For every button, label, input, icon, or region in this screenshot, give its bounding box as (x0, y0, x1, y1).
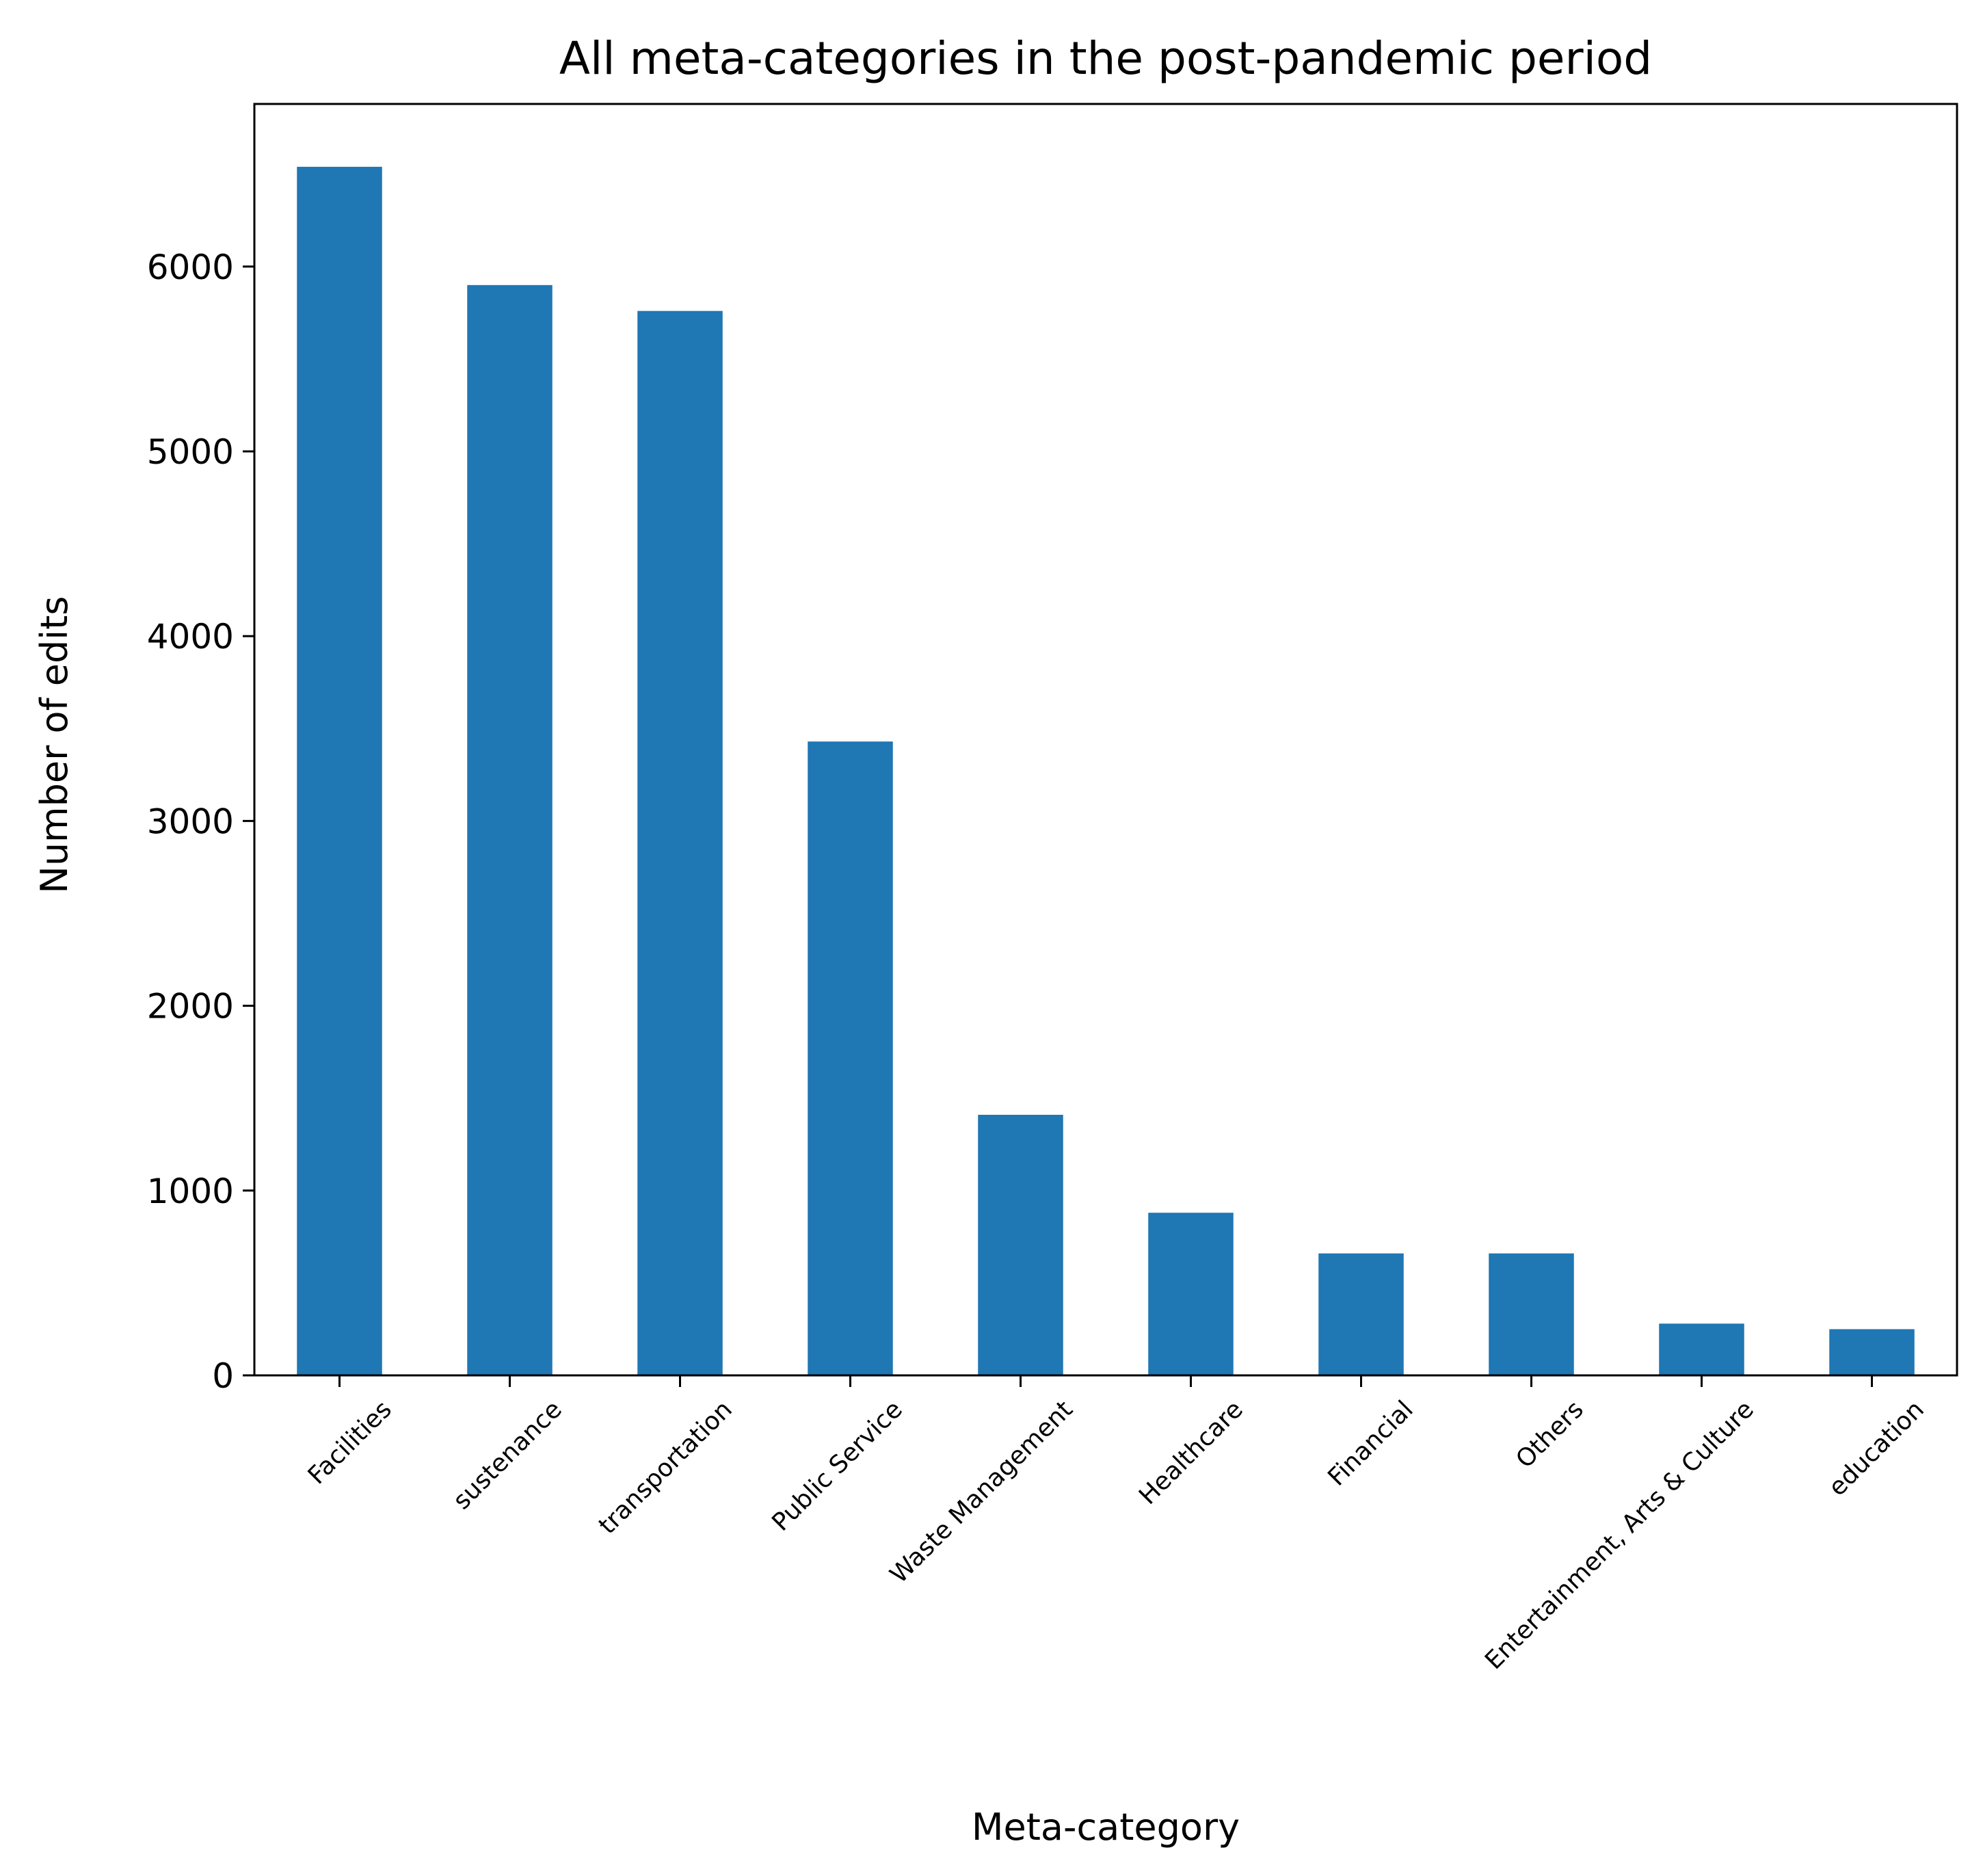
x-tick-label: Facilities (303, 1395, 397, 1490)
x-tick-label: Waste Management (885, 1395, 1078, 1589)
bar (808, 741, 893, 1375)
y-tick-label: 1000 (147, 1172, 234, 1211)
y-tick-label: 4000 (147, 617, 234, 657)
plot-frame (253, 103, 1958, 1377)
bar (1829, 1329, 1915, 1375)
y-axis: 0 1000 2000 3000 4000 5000 6000 (147, 248, 254, 1396)
x-tick-label: Others (1510, 1395, 1589, 1474)
y-tick-label: 5000 (147, 432, 234, 472)
bar (637, 311, 723, 1375)
y-tick-label: 6000 (147, 248, 234, 287)
y-tick-label: 3000 (147, 802, 234, 841)
y-tick-label: 0 (212, 1356, 234, 1396)
bar (1148, 1213, 1234, 1375)
x-tick-label: Entertainment, Arts & Culture (1480, 1395, 1759, 1675)
bar (1659, 1323, 1744, 1375)
chart-title: All meta-categories in the post-pandemic… (559, 32, 1652, 85)
x-axis-label: Meta-category (972, 1806, 1240, 1849)
y-tick-label: 2000 (147, 987, 234, 1027)
bar (1318, 1253, 1404, 1375)
x-axis: Facilities sustenance transportation Public… (303, 1375, 1930, 1675)
x-tick-label: sustenance (448, 1395, 568, 1515)
bar (297, 166, 382, 1376)
y-axis-label: Number of edits (33, 596, 76, 893)
bar (978, 1115, 1063, 1375)
bar (467, 285, 553, 1375)
x-tick-label: Healthcare (1134, 1395, 1249, 1510)
bar (1489, 1253, 1574, 1375)
bars-group (297, 166, 1915, 1376)
x-tick-label: transportation (594, 1395, 738, 1540)
x-tick-label: education (1824, 1395, 1930, 1501)
x-tick-label: Public Service (767, 1395, 908, 1537)
x-tick-label: Financial (1322, 1395, 1418, 1491)
